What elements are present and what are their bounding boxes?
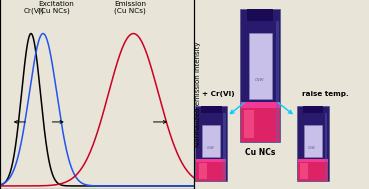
Bar xyxy=(276,21,279,142)
Bar xyxy=(223,113,226,181)
Bar xyxy=(241,102,280,142)
Bar xyxy=(304,125,322,157)
Bar xyxy=(201,106,221,113)
Text: + Cr(VI): + Cr(VI) xyxy=(201,91,234,97)
Bar xyxy=(247,9,273,21)
Bar xyxy=(196,159,226,162)
Text: CNW: CNW xyxy=(206,146,214,150)
Bar xyxy=(203,125,220,157)
Bar xyxy=(240,9,280,142)
Bar xyxy=(244,110,254,138)
Text: Excitation
(Cu NCs): Excitation (Cu NCs) xyxy=(38,1,74,14)
Text: raise temp.: raise temp. xyxy=(302,91,349,97)
Bar xyxy=(297,106,329,181)
Bar xyxy=(300,163,308,179)
Text: CNW: CNW xyxy=(308,146,316,150)
Bar xyxy=(249,33,272,99)
Text: Cu NCs: Cu NCs xyxy=(245,148,276,157)
Bar xyxy=(325,113,327,181)
Bar xyxy=(303,106,323,113)
Bar xyxy=(196,159,226,181)
Text: Cr(VI): Cr(VI) xyxy=(24,7,44,14)
Text: CNW: CNW xyxy=(255,77,264,82)
Bar xyxy=(241,102,280,108)
Text: Emission
(Cu NCs): Emission (Cu NCs) xyxy=(114,1,146,14)
Bar xyxy=(298,159,328,162)
Bar xyxy=(196,106,227,181)
Bar xyxy=(298,159,328,181)
Bar xyxy=(199,163,207,179)
Y-axis label: Normalized emission intensity: Normalized emission intensity xyxy=(195,42,201,147)
